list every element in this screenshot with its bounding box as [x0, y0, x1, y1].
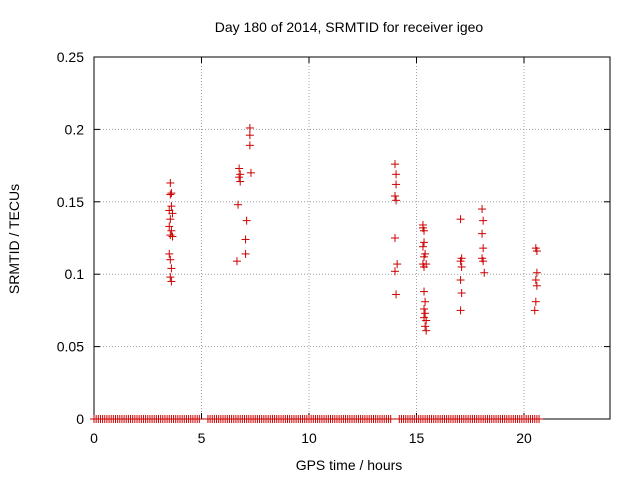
data-point: [532, 247, 541, 256]
data-point: [456, 257, 465, 266]
data-point: [165, 222, 174, 231]
data-point: [392, 196, 401, 205]
data-point: [168, 209, 177, 218]
data-point: [421, 297, 430, 306]
axis-ticks: [93, 56, 610, 420]
data-point: [391, 192, 399, 201]
data-point: [478, 229, 487, 238]
data-point: [457, 262, 466, 271]
data-point: [456, 215, 465, 224]
y-tick-label: 0.2: [65, 121, 85, 137]
data-point: [422, 316, 431, 325]
data-point-zero: [535, 415, 544, 423]
data-point: [392, 170, 401, 179]
data-point: [479, 216, 488, 225]
data-point: [530, 306, 539, 315]
data-point: [480, 268, 489, 277]
data-point: [241, 235, 250, 244]
data-point: [235, 173, 244, 182]
data-point: [166, 231, 175, 240]
y-tick-label: 0.25: [57, 49, 84, 65]
y-tick-label: 0.05: [57, 339, 84, 355]
data-point: [421, 309, 430, 318]
data-point: [531, 297, 540, 306]
data-point: [167, 202, 176, 211]
data-point: [422, 326, 431, 335]
data-point: [392, 180, 401, 189]
x-axis-title: GPS time / hours: [296, 457, 403, 473]
data-point: [236, 177, 245, 186]
data-point: [393, 260, 402, 269]
data-point: [167, 277, 176, 286]
data-point-zero: [195, 415, 204, 423]
data-point: [532, 281, 541, 290]
data-point: [166, 190, 175, 199]
data-point: [457, 289, 466, 298]
data-point: [232, 257, 241, 266]
data-points: [90, 123, 544, 423]
y-tick-label: 0.15: [57, 194, 84, 210]
data-point: [167, 264, 176, 273]
data-point: [241, 249, 250, 258]
data-point: [420, 252, 429, 261]
data-point: [456, 306, 465, 315]
data-point: [479, 244, 488, 253]
data-point: [391, 160, 399, 169]
data-point: [479, 257, 488, 266]
x-tick-label: 10: [301, 430, 317, 446]
data-point: [168, 232, 177, 241]
y-axis-title: SRMTID / TECUs: [6, 184, 22, 294]
data-point: [456, 275, 465, 284]
chart-title: Day 180 of 2014, SRMTID for receiver ige…: [215, 19, 484, 35]
data-point: [242, 216, 251, 225]
data-point: [245, 123, 254, 132]
data-point: [420, 304, 429, 313]
data-point: [165, 249, 174, 258]
data-point: [166, 273, 175, 282]
data-point: [167, 189, 176, 198]
data-point: [166, 178, 175, 187]
plot-frame: [93, 56, 611, 420]
y-tick-labels: 0 0.05 0.1 0.15 0.2 0.25: [57, 49, 84, 427]
y-tick-label: 0.1: [65, 266, 85, 282]
data-point: [166, 215, 175, 224]
data-point: [531, 275, 540, 284]
data-point: [245, 131, 254, 140]
data-point: [478, 205, 487, 214]
data-point-zero: [386, 415, 395, 423]
data-point: [235, 164, 244, 173]
data-point: [166, 255, 175, 264]
x-tick-label: 20: [516, 430, 532, 446]
data-point: [392, 290, 401, 299]
data-point: [167, 226, 176, 235]
data-point: [246, 168, 255, 177]
y-tick-label: 0: [76, 411, 84, 427]
data-point: [418, 242, 427, 251]
data-point: [422, 260, 431, 269]
x-tick-label: 15: [409, 430, 425, 446]
data-point: [420, 238, 429, 247]
data-point: [421, 322, 430, 331]
x-tick-label: 5: [198, 430, 206, 446]
data-point: [420, 287, 429, 296]
x-tick-labels: 0 5 10 15 20: [90, 430, 532, 446]
grid: [94, 57, 610, 419]
data-point: [391, 234, 399, 242]
x-tick-label: 0: [90, 430, 98, 446]
data-point: [245, 141, 254, 150]
data-point: [420, 226, 429, 235]
data-point: [532, 268, 541, 277]
data-point: [234, 200, 243, 209]
data-point: [391, 267, 399, 276]
